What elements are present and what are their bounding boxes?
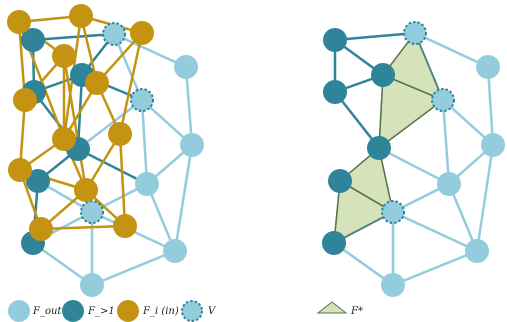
edge-out (475, 144, 495, 252)
legend-label-f-gt1: F_>1 (87, 306, 115, 317)
edge-out (414, 31, 489, 69)
edge-out (140, 99, 149, 185)
node-f-out (80, 273, 104, 297)
edge-out (378, 146, 450, 186)
edge-gt1 (32, 32, 115, 42)
edge-out (77, 99, 143, 150)
node-f-in (113, 214, 137, 238)
edge-out (486, 66, 495, 146)
edge-out (447, 183, 479, 252)
edge-out (145, 183, 177, 252)
legend-marker-f-star (316, 301, 348, 314)
node-f-in (130, 21, 154, 45)
node-f-out (381, 273, 405, 297)
node-f-out (135, 172, 159, 196)
node-f-in (13, 88, 37, 112)
node-v (80, 200, 104, 224)
node-f-in (8, 158, 32, 182)
edge-in (118, 32, 144, 135)
legend-marker-v (181, 300, 203, 322)
edge-out (441, 99, 451, 185)
node-f-in (85, 71, 109, 95)
edge-in (40, 224, 126, 231)
node-f-in (29, 217, 53, 241)
legend-label-f-out: F_out (32, 306, 62, 317)
edge-gt1 (77, 147, 148, 186)
legend-marker-f-in (117, 300, 139, 322)
node-v (102, 22, 126, 46)
node-f-gt1 (26, 169, 50, 193)
node-f-in (108, 122, 132, 146)
node-f-gt1 (322, 231, 346, 255)
node-f-out (163, 239, 187, 263)
node-f-out (476, 55, 500, 79)
node-v (431, 88, 455, 112)
legend-label-f-star: F* (350, 306, 363, 317)
node-f-in (52, 44, 76, 68)
edge-out (32, 241, 93, 287)
edge-out (392, 210, 478, 253)
node-f-out (174, 55, 198, 79)
edge-out (333, 241, 394, 287)
node-f-gt1 (328, 169, 352, 193)
legend-marker-f-out (8, 300, 30, 322)
legend-label-f-in: F_i (in) (142, 306, 179, 317)
node-f-gt1 (371, 63, 395, 87)
edge-out (91, 249, 176, 287)
edge-gt1 (334, 31, 416, 42)
edge-in (118, 133, 127, 227)
node-f-in (52, 127, 76, 151)
edge-out (392, 249, 478, 287)
node-f-out (180, 133, 204, 157)
legend: F_out F_>1 F_i (in) V F* (8, 300, 363, 322)
node-f-gt1 (367, 136, 391, 160)
f-star-outline (333, 180, 394, 244)
edge-in (62, 55, 88, 191)
node-f-gt1 (323, 28, 347, 52)
edge-out (184, 66, 194, 146)
node-v (403, 21, 427, 45)
left-graph-panel (7, 4, 204, 297)
node-v (381, 200, 405, 224)
node-v (130, 88, 154, 112)
legend-label-v: V (208, 306, 217, 317)
node-f-in (7, 10, 31, 34)
right-graph-panel (322, 21, 505, 297)
node-f-in (69, 4, 93, 28)
node-f-out (481, 133, 505, 157)
node-f-in (74, 178, 98, 202)
edge-out (173, 144, 194, 252)
node-f-gt1 (323, 80, 347, 104)
node-f-out (437, 172, 461, 196)
node-f-gt1 (21, 28, 45, 52)
edge-out (113, 32, 187, 69)
node-f-out (465, 239, 489, 263)
legend-marker-f-gt1 (62, 300, 84, 322)
f-star-outline (378, 74, 444, 149)
